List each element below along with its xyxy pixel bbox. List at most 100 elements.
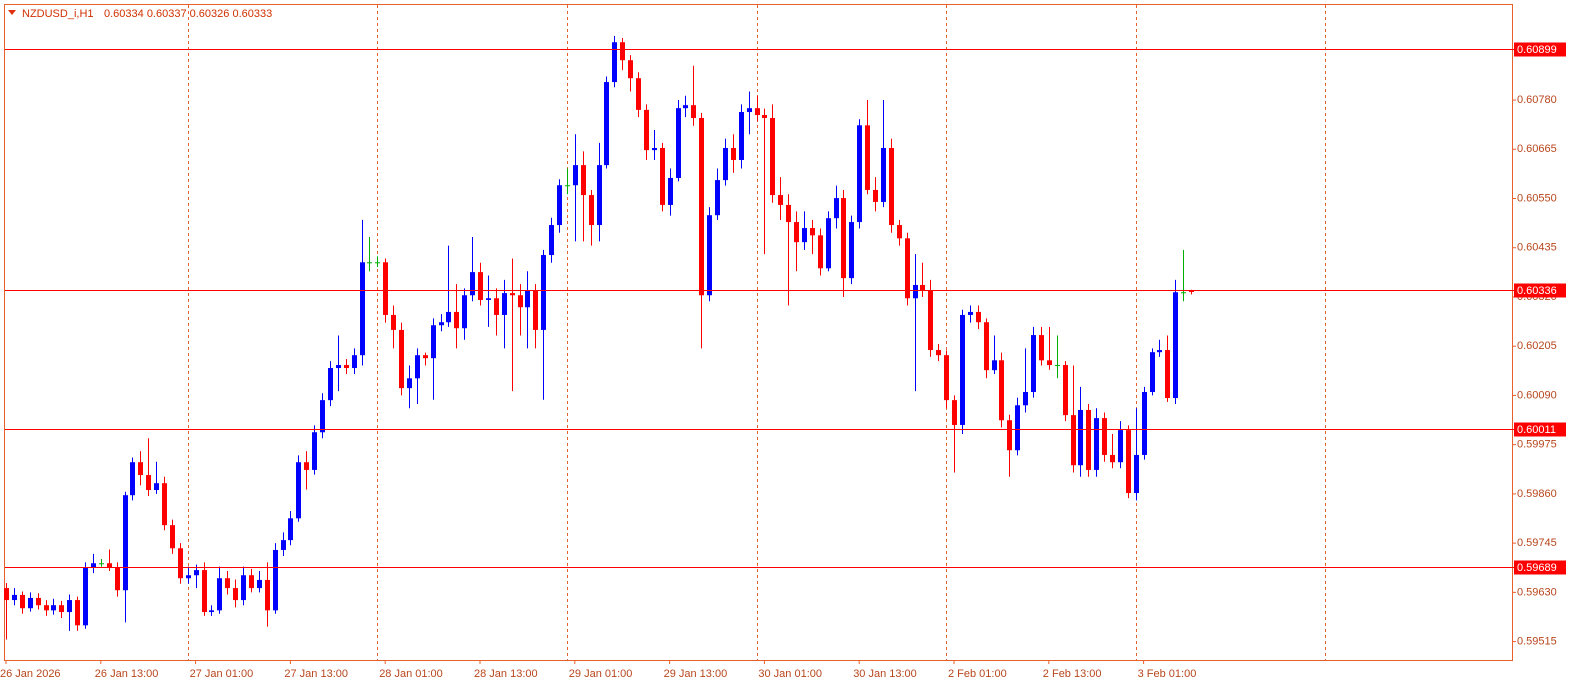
- candle-body: [549, 225, 554, 256]
- candle-body: [1134, 454, 1139, 494]
- candle-body: [636, 78, 641, 110]
- candle-body: [249, 575, 254, 589]
- x-tick-label: 27 Jan 13:00: [284, 668, 348, 680]
- x-tick-label: 27 Jan 01:00: [190, 668, 254, 680]
- level-tag: [1514, 42, 1566, 57]
- candle-body: [241, 575, 246, 601]
- y-tick-label: 0.60435: [1517, 242, 1557, 254]
- candle-body: [802, 228, 807, 243]
- level-tag: [1514, 560, 1566, 575]
- candle-body: [920, 284, 925, 291]
- x-tick-label: 2 Feb 13:00: [1043, 668, 1102, 680]
- candle-body: [4, 588, 9, 601]
- candle-body: [170, 525, 175, 549]
- candle-body: [518, 295, 523, 308]
- candle-body: [668, 177, 673, 205]
- candle-body: [439, 322, 444, 326]
- candle-body: [1173, 292, 1178, 398]
- candle-body: [810, 228, 815, 236]
- y-tick-label: 0.59630: [1517, 586, 1557, 598]
- candle-body: [541, 255, 546, 330]
- candle-body: [44, 605, 49, 611]
- candle-body: [818, 235, 823, 269]
- candle-body: [20, 594, 25, 609]
- candle-body: [107, 563, 112, 568]
- candle-body: [905, 238, 910, 299]
- y-tick-label: 0.59745: [1517, 537, 1557, 549]
- candle-body: [762, 115, 767, 119]
- candle-body: [1078, 409, 1083, 466]
- menu-triangle[interactable]: [8, 10, 16, 15]
- candle-body: [123, 495, 128, 591]
- candle-body: [146, 475, 151, 491]
- candle-body: [992, 360, 997, 371]
- level-label: 0.60011: [1517, 424, 1556, 436]
- candle-body: [1181, 292, 1186, 294]
- candle-body: [352, 355, 357, 369]
- candle-body: [399, 329, 404, 389]
- candle-body: [154, 483, 159, 491]
- candle-body: [1047, 360, 1052, 366]
- candle-body: [478, 272, 483, 300]
- candle-body: [1142, 392, 1147, 455]
- candle-body: [1015, 405, 1020, 451]
- candle-body: [755, 108, 760, 116]
- candle-body: [936, 350, 941, 356]
- candle-body: [328, 368, 333, 401]
- candle-body: [747, 108, 752, 113]
- candle-body: [138, 462, 143, 476]
- candle-body: [415, 355, 420, 379]
- candle-body: [699, 118, 704, 296]
- candle-body: [202, 570, 207, 613]
- candle-body: [75, 600, 80, 626]
- candle-body: [999, 360, 1004, 421]
- candle-body: [1023, 392, 1028, 406]
- candle-body: [1189, 290, 1194, 292]
- candle-body: [628, 60, 633, 79]
- candle-body: [683, 105, 688, 109]
- candle-body: [391, 314, 396, 330]
- y-tick-label: 0.60205: [1517, 340, 1557, 352]
- candle-body: [1157, 350, 1162, 353]
- candle-body: [115, 567, 120, 591]
- candle-body: [597, 165, 602, 226]
- candle-body: [1031, 335, 1036, 393]
- candle-body: [423, 355, 428, 359]
- candle-body: [186, 575, 191, 579]
- candle-body: [1086, 409, 1091, 470]
- candle-body: [462, 295, 467, 329]
- candle-body: [944, 355, 949, 401]
- candle-body: [881, 147, 886, 202]
- candle-body: [1102, 418, 1107, 455]
- candle-body: [834, 198, 839, 219]
- candle-body: [620, 42, 625, 61]
- candle-body: [28, 597, 33, 609]
- candle-body: [281, 540, 286, 550]
- candle-body: [897, 225, 902, 239]
- y-tick-label: 0.60780: [1517, 94, 1557, 106]
- candle-body: [565, 185, 570, 187]
- candle-body: [715, 180, 720, 216]
- level-tag: [1514, 422, 1566, 437]
- candle-body: [612, 42, 617, 83]
- candle-body: [336, 365, 341, 369]
- candle-body: [786, 204, 791, 223]
- plot-frame: [4, 4, 1513, 661]
- candle-body: [454, 311, 459, 329]
- candle-body: [849, 222, 854, 279]
- candle-body: [225, 578, 230, 589]
- candle-body: [604, 82, 609, 166]
- candle-body: [407, 378, 412, 389]
- candle-body: [533, 290, 538, 330]
- candle-body: [304, 462, 309, 470]
- candle-body: [257, 579, 262, 589]
- y-tick-label: 0.59860: [1517, 488, 1557, 500]
- candle-body: [984, 322, 989, 371]
- x-tick-label: 26 Jan 2026: [0, 668, 61, 680]
- candle-body: [233, 588, 238, 601]
- x-tick-label: 28 Jan 13:00: [474, 668, 538, 680]
- level-label: 0.60336: [1517, 285, 1557, 297]
- x-tick-label: 3 Feb 01:00: [1138, 668, 1197, 680]
